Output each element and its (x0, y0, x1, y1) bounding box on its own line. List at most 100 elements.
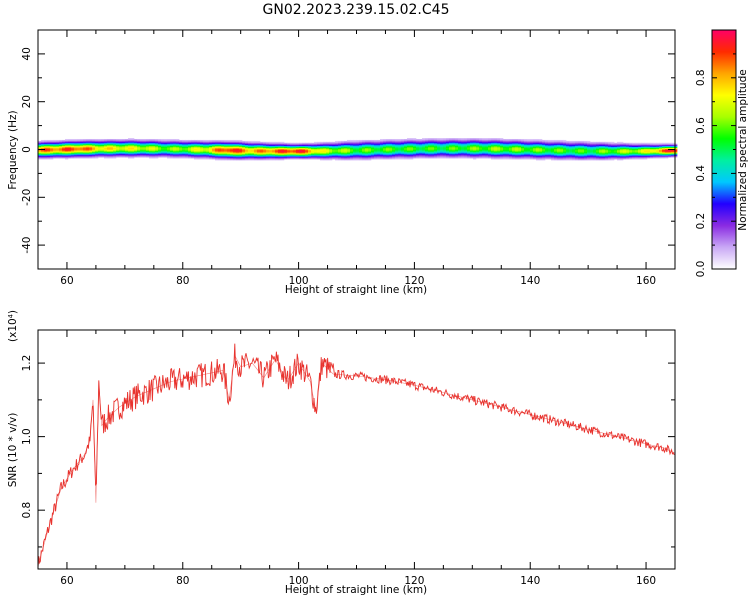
heatmap-cell (638, 149, 642, 151)
heatmap-cell (548, 151, 552, 153)
heatmap-cell (146, 147, 150, 149)
heatmap-cell (410, 141, 414, 144)
heatmap-cell (185, 145, 189, 148)
heatmap-cell (449, 145, 453, 148)
heatmap-cell (674, 144, 678, 147)
heatmap-cell (638, 154, 642, 156)
heatmap-cell (338, 154, 342, 156)
heatmap-cell (239, 140, 243, 143)
heatmap-cell (542, 154, 546, 156)
heatmap-cell (245, 157, 249, 159)
heatmap-cell (449, 140, 453, 143)
heatmap-cell (311, 154, 315, 156)
heatmap-cell (476, 144, 480, 147)
heatmap-cell (458, 142, 462, 145)
heatmap-cell (497, 152, 501, 154)
heatmap-cell (275, 144, 279, 147)
heatmap-cell (554, 152, 558, 154)
heatmap-cell (626, 143, 630, 146)
heatmap-cell (551, 156, 555, 158)
heatmap-cell (413, 149, 417, 151)
heatmap-cell (512, 152, 516, 154)
heatmap-cell (341, 149, 345, 151)
heatmap-cell (236, 152, 240, 154)
heatmap-cell (437, 153, 441, 155)
heatmap-cell (590, 157, 594, 159)
heatmap-cell (452, 143, 456, 146)
heatmap-cell (353, 152, 357, 154)
heatmap-cell (68, 142, 72, 145)
heatmap-cell (287, 149, 291, 151)
heatmap-cell (518, 157, 522, 159)
heatmap-cell (236, 144, 240, 147)
heatmap-cell (254, 157, 258, 159)
heatmap-cell (596, 153, 600, 155)
heatmap-cell (605, 154, 609, 156)
heatmap-cell (593, 149, 597, 151)
heatmap-cell (545, 139, 549, 142)
heatmap-cell (635, 153, 639, 155)
heatmap-cell (587, 147, 591, 149)
heatmap-cell (653, 147, 657, 149)
heatmap-cell (254, 150, 258, 152)
heatmap-cell (197, 148, 201, 150)
heatmap-cell (167, 146, 171, 148)
heatmap-cell (650, 148, 654, 150)
heatmap-cell (173, 143, 177, 146)
heatmap-cell (443, 145, 447, 148)
heatmap-cell (137, 148, 141, 150)
heatmap-cell (560, 156, 564, 158)
heatmap-cell (164, 143, 168, 146)
heatmap-cell (254, 141, 258, 144)
heatmap-cell (524, 140, 528, 143)
heatmap-cell (563, 151, 567, 153)
heatmap-cell (74, 152, 78, 154)
heatmap-cell (674, 143, 678, 146)
heatmap-cell (434, 156, 438, 158)
heatmap-cell (497, 151, 501, 153)
heatmap-cell (356, 148, 360, 150)
heatmap-cell (233, 152, 237, 154)
heatmap-cell (527, 150, 531, 152)
heatmap-cell (539, 143, 543, 146)
heatmap-cell (365, 145, 369, 148)
heatmap-cell (215, 140, 219, 143)
heatmap-cell (398, 157, 402, 159)
heatmap-cell (80, 140, 84, 143)
heatmap-cell (338, 157, 342, 159)
heatmap-cell (233, 144, 237, 147)
heatmap-cell (47, 156, 51, 158)
heatmap-cell (368, 155, 372, 157)
heatmap-cell (530, 154, 534, 156)
heatmap-cell (638, 156, 642, 158)
heatmap-cell (632, 142, 636, 145)
heatmap-cell (194, 144, 198, 147)
spectrogram-y-axis-label: Frequency (Hz) (7, 110, 19, 189)
heatmap-cell (281, 153, 285, 155)
heatmap-cell (488, 141, 492, 144)
heatmap-cell (113, 155, 117, 157)
heatmap-cell (110, 149, 114, 151)
heatmap-cell (614, 158, 618, 160)
heatmap-cell (515, 154, 519, 156)
heatmap-cell (185, 140, 189, 143)
heatmap-cell (128, 142, 132, 145)
heatmap-cell (575, 143, 579, 146)
heatmap-cell (461, 156, 465, 158)
heatmap-cell (437, 138, 441, 141)
heatmap-cell (107, 142, 111, 145)
heatmap-cell (377, 144, 381, 147)
heatmap-cell (476, 138, 480, 140)
heatmap-cell (443, 143, 447, 146)
heatmap-cell (266, 143, 270, 146)
heatmap-cell (620, 144, 624, 147)
heatmap-cell (560, 142, 564, 145)
heatmap-cell (224, 141, 228, 144)
heatmap-cell (452, 150, 456, 152)
heatmap-cell (338, 146, 342, 148)
heatmap-cell (248, 144, 252, 147)
heatmap-cell (515, 156, 519, 158)
heatmap-cell (674, 153, 678, 155)
heatmap-cell (269, 156, 273, 158)
heatmap-cell (617, 152, 621, 154)
